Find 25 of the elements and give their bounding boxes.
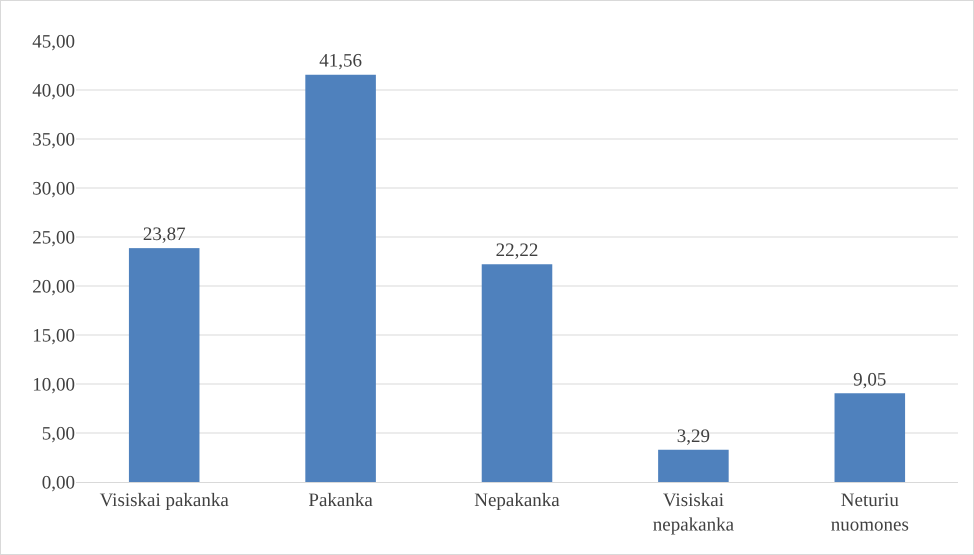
y-tick-label: 0,00	[42, 472, 75, 494]
data-label: 41,56	[319, 50, 362, 72]
bar	[834, 393, 906, 482]
x-tick-label: Visiskai nepakanka	[652, 490, 735, 536]
y-tick-label: 15,00	[32, 326, 75, 347]
data-label: 3,29	[676, 426, 710, 447]
y-tick-label: 25,00	[32, 228, 75, 249]
y-tick-label: 10,00	[32, 374, 75, 396]
data-label: 23,87	[142, 224, 186, 246]
y-tick-label: 45,00	[32, 32, 75, 53]
bar	[658, 450, 729, 482]
y-tick-label: 20,00	[32, 276, 75, 298]
y-tick-label: 30,00	[32, 178, 75, 200]
bar	[128, 248, 200, 482]
x-tick-label: Neturiu nuomones	[830, 490, 909, 536]
y-tick-label: 5,00	[42, 424, 75, 445]
x-tick-label: Pakanka	[308, 490, 374, 511]
bar	[305, 74, 376, 482]
x-tick-label: Visiskai pakanka	[100, 490, 230, 511]
data-label: 22,22	[496, 240, 538, 262]
y-tick-label: 40,00	[32, 80, 75, 102]
data-label: 9,05	[853, 369, 886, 390]
x-tick-label: Nepakanka	[474, 490, 560, 511]
y-tick-label: 35,00	[32, 130, 75, 151]
bar	[482, 264, 552, 482]
